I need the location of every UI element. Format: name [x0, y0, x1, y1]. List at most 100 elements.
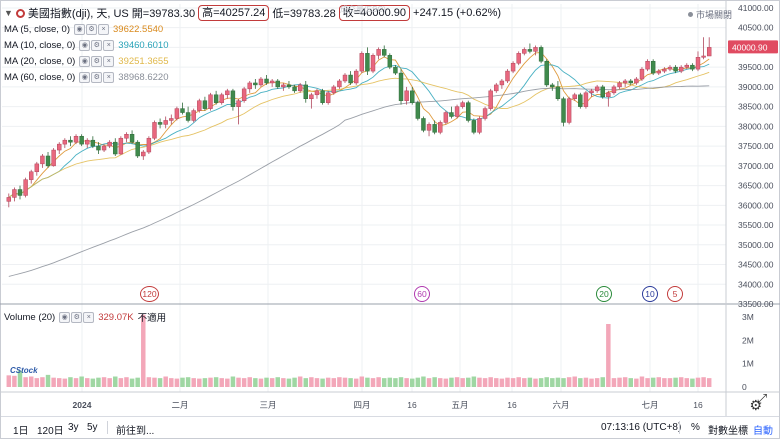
fullscreen-icon[interactable]: ⤢	[756, 391, 768, 406]
settings-icon[interactable]: ⚙	[71, 311, 83, 323]
candle-body	[454, 106, 460, 117]
candle-body	[404, 90, 409, 101]
candle-body	[57, 143, 62, 151]
candle-body	[51, 149, 56, 167]
candle-body	[376, 49, 381, 56]
x-tick-label: 16	[407, 400, 417, 410]
volume-bar	[118, 378, 124, 387]
candle-body	[230, 90, 236, 107]
price-tick-label: 34000.00	[738, 279, 774, 289]
candle-body	[208, 94, 213, 109]
settings-icon[interactable]: ⚙	[91, 56, 103, 67]
volume-bar	[538, 378, 544, 387]
visibility-toggle-icon[interactable]: ◉	[74, 24, 85, 35]
candle-body	[510, 62, 516, 72]
ma-period-marker[interactable]: 10	[642, 286, 658, 302]
log-scale-button[interactable]: 對數坐標	[708, 426, 748, 437]
visibility-toggle-icon[interactable]: ◉	[59, 311, 71, 323]
ma-period-marker[interactable]: 120	[140, 286, 159, 302]
settings-icon[interactable]: ⚙	[86, 24, 97, 35]
volume-bar	[62, 378, 68, 387]
close-icon[interactable]: ×	[83, 311, 95, 323]
volume-bar	[600, 377, 605, 387]
candle-body	[449, 112, 454, 117]
goto-button[interactable]: 前往到...	[116, 426, 155, 437]
candle-body	[79, 135, 84, 145]
ma-legend-controls: ◉ ⚙ ×	[74, 24, 109, 35]
volume-bar	[449, 377, 454, 387]
x-tick-label: 六月	[552, 400, 569, 410]
volume-bar	[393, 378, 398, 387]
x-tick-label: 16	[693, 400, 703, 410]
candle-body	[370, 55, 376, 72]
ma-period-marker[interactable]: 5	[667, 286, 683, 302]
volume-bar	[51, 377, 56, 387]
volume-bar	[404, 378, 409, 387]
range-5y-button[interactable]: 5y	[87, 422, 98, 433]
volume-bar	[163, 376, 168, 387]
price-tick-label: 38500.00	[738, 102, 774, 112]
range-120d-button[interactable]: 120日	[37, 426, 64, 437]
volume-bar	[281, 378, 286, 387]
candle-body	[286, 84, 292, 88]
ma-legend-label: MA (20, close, 0)	[4, 56, 76, 67]
volume-bar	[639, 376, 645, 387]
visibility-toggle-icon[interactable]: ◉	[79, 72, 91, 83]
ma-period-marker[interactable]: 60	[414, 286, 430, 302]
close-icon[interactable]: ×	[103, 72, 115, 83]
candle-body	[118, 137, 124, 155]
volume-bar	[12, 375, 17, 387]
volume-bar	[337, 377, 342, 387]
volume-bar	[477, 377, 482, 387]
visibility-toggle-icon[interactable]: ◉	[79, 56, 91, 67]
volume-bar	[101, 377, 107, 387]
candle-body	[432, 124, 437, 133]
volume-bar	[645, 378, 650, 387]
volume-bar	[320, 378, 325, 387]
candle-body	[331, 86, 336, 94]
volume-bar	[90, 378, 96, 387]
visibility-toggle-icon[interactable]: ◉	[79, 40, 91, 51]
settings-icon[interactable]: ⚙	[91, 40, 103, 51]
candle-body	[656, 70, 661, 74]
candle-body	[639, 68, 645, 80]
volume-bar	[583, 377, 589, 387]
range-3y-button[interactable]: 3y	[68, 422, 79, 433]
settings-icon[interactable]: ⚙	[91, 72, 103, 83]
candle-body	[124, 134, 129, 139]
volume-bar	[387, 377, 393, 387]
candle-body	[589, 90, 594, 94]
candle-body	[499, 80, 505, 86]
gear-icon[interactable]: ⚙	[749, 397, 762, 413]
ma-legend-value: 39460.6010	[118, 40, 169, 51]
close-icon[interactable]: ×	[98, 24, 109, 35]
ma-line	[8, 85, 710, 277]
volume-bar	[241, 378, 247, 387]
volume-bar	[381, 378, 387, 387]
candle-body	[634, 78, 639, 84]
ma-legend-controls: ◉ ⚙ ×	[79, 40, 115, 51]
candle-body	[393, 66, 398, 74]
candle-body	[488, 90, 493, 109]
ma-period-marker[interactable]: 20	[596, 286, 612, 302]
range-1d-button[interactable]: 1日	[13, 426, 29, 437]
volume-bar	[505, 377, 510, 387]
ma-legend-value: 39622.5540	[113, 24, 164, 35]
price-tick-label: 33500.00	[738, 299, 774, 309]
candle-body	[667, 66, 673, 70]
candle-body	[426, 124, 432, 131]
volume-bar	[706, 378, 712, 387]
volume-bar	[611, 378, 617, 387]
auto-scale-button[interactable]: 自動	[753, 426, 773, 437]
market-status: 市場關閉	[687, 8, 732, 21]
candle-body	[241, 88, 247, 101]
percent-button[interactable]: %	[691, 422, 700, 433]
candle-body	[275, 80, 280, 88]
close-icon[interactable]: ×	[103, 40, 115, 51]
candle-body	[314, 90, 320, 96]
volume-bar	[359, 376, 365, 387]
close-icon[interactable]: ×	[103, 56, 115, 67]
expand-icon[interactable]: ▼	[4, 8, 13, 18]
volume-bar	[247, 377, 252, 387]
